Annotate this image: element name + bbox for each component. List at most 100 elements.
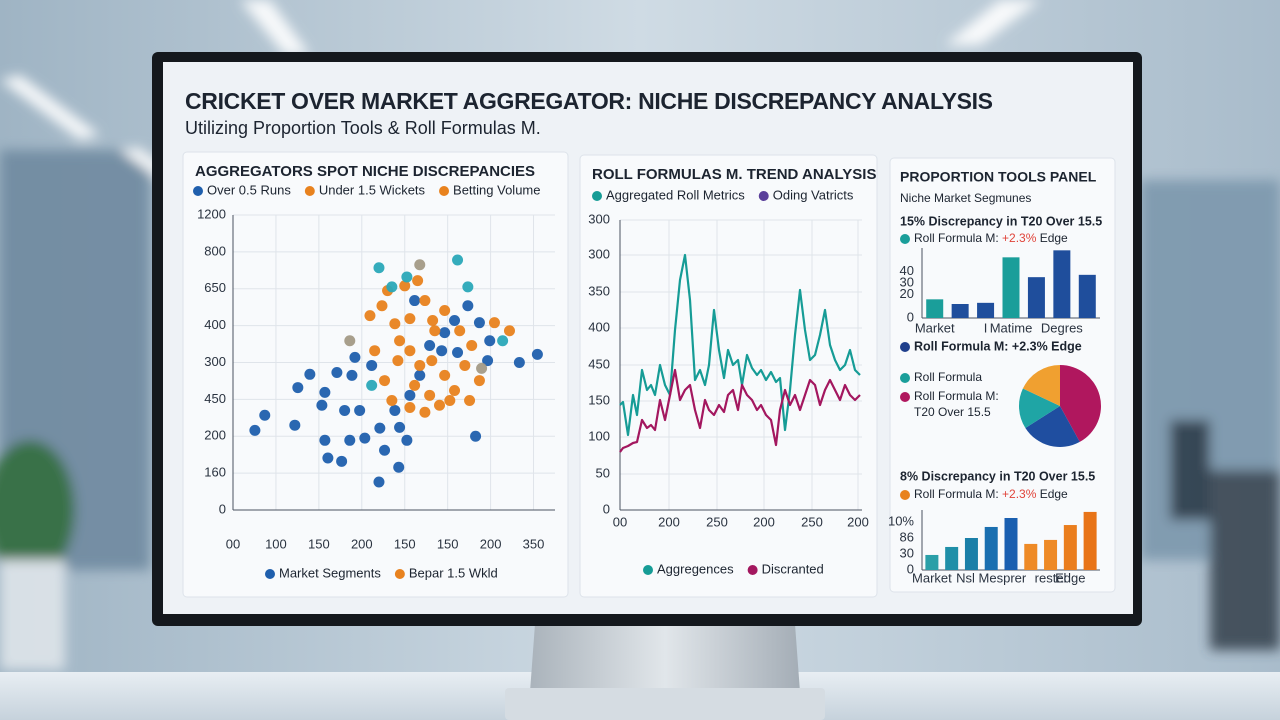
scatter-point [379,444,391,456]
scatter-point [439,369,451,381]
scatter-point [249,424,261,436]
bar [926,299,944,318]
scatter-point [419,295,431,307]
x-tick-label: 00 [613,514,627,529]
scatter-point [409,295,421,307]
y-tick-label: 450 [204,391,226,406]
scatter-point [427,314,439,326]
x-tick-label: 250 [801,514,823,529]
scatter-point [473,317,485,329]
scatter-point [359,432,371,444]
scatter-point [513,357,525,368]
y-tick-label: 450 [588,356,610,371]
chart-title: 15% Discrepancy in T20 Over 15.5 [900,214,1102,228]
bar [925,554,939,570]
scatter-point [366,359,378,371]
scatter-point [386,281,398,293]
legend-marker [193,186,203,196]
legend-label: Roll Formula [914,370,982,384]
scatter-point [392,355,404,367]
legend-marker [900,373,910,383]
bar [1002,257,1020,318]
scatter-point [436,345,448,357]
scatter-point [344,335,356,347]
panel-subtitle: Niche Market Segmunes [900,191,1031,205]
scatter-point [346,369,358,381]
pie-slice [1025,406,1080,447]
scatter-point [459,359,471,371]
x-tick-label: restel [1035,570,1067,585]
y-tick-label: 86 [900,529,914,544]
bar [951,304,969,318]
scatter-point [449,314,461,326]
pie-slice [1060,365,1101,442]
scatter-point [452,254,464,266]
panels [182,151,1116,598]
legend-label: Bepar 1.5 Wkld [409,565,498,580]
x-tick-label: 250 [706,514,728,529]
legend-label-part: Edge [1036,487,1068,501]
scatter-point [394,335,406,347]
scatter-point [344,434,356,446]
x-tick-label: 200 [658,514,680,529]
scatter-point [316,399,328,411]
scatter-point [319,386,331,398]
legend-sublabel: T20 Over 15.5 [914,405,991,419]
legend-label-part: Roll Formula M: [914,487,1002,501]
scatter-point [464,394,476,406]
legend-label-part: +2.3% [1002,487,1037,501]
y-tick-label: 30 [900,274,914,289]
legend-label-part: +2.3% [1002,231,1037,245]
x-tick-label: Edge [1055,570,1085,585]
scatter-point [394,421,406,433]
y-tick-label: 300 [588,211,610,226]
y-tick-label: 160 [204,465,226,480]
scatter-point [399,280,411,292]
y-tick-label: 0 [219,501,226,516]
bar [1044,539,1058,570]
scatter-point [503,325,515,337]
scatter-point [439,327,451,339]
title-marker [900,342,910,352]
legend-label: Oding Vatricts [773,187,854,202]
scatter-point [434,399,446,411]
scatter-point [484,335,496,347]
scatter-point [476,362,488,374]
scatter-point [452,347,464,359]
x-tick-label: Market [915,320,955,335]
scatter-point [331,366,343,378]
panel-title: PROPORTION TOOLS PANEL [900,169,1097,185]
y-tick-label: 800 [204,243,226,258]
scatter-point [412,275,424,287]
scatter-point [462,300,474,312]
scatter-point [404,389,416,401]
bar [1004,518,1018,570]
scatter-point [473,375,485,387]
page-title: CRICKET OVER MARKET AGGREGATOR: NICHE DI… [185,88,993,114]
y-tick-label: 1200 [197,206,226,221]
bar [1078,274,1096,318]
y-tick-label: 50 [596,465,610,480]
legend-marker [747,565,758,575]
scatter-point [369,345,381,357]
scatter-point [336,455,348,467]
scatter-point [426,355,438,367]
legend-label: Aggregences [657,561,734,576]
chart-title: AGGREGATORS SPOT NICHE DISCREPANCIES [195,163,535,180]
scatter-point [292,382,304,394]
scatter-point [319,434,331,446]
scatter-point [462,281,474,293]
legend-marker [900,392,910,402]
x-tick-label: 350 [523,536,545,551]
y-tick-label: 40 [900,263,914,278]
scatter-point [409,379,421,391]
legend-label-part: Edge [1036,231,1068,245]
bar [964,538,978,570]
x-tick-label: 200 [753,514,775,529]
legend-marker [394,569,405,579]
pie-slice [1018,388,1060,428]
scatter-point [339,404,351,416]
legend-label: Aggregated Roll Metrics [606,187,745,202]
chart-title: 8% Discrepancy in T20 Over 15.5 [900,469,1095,483]
